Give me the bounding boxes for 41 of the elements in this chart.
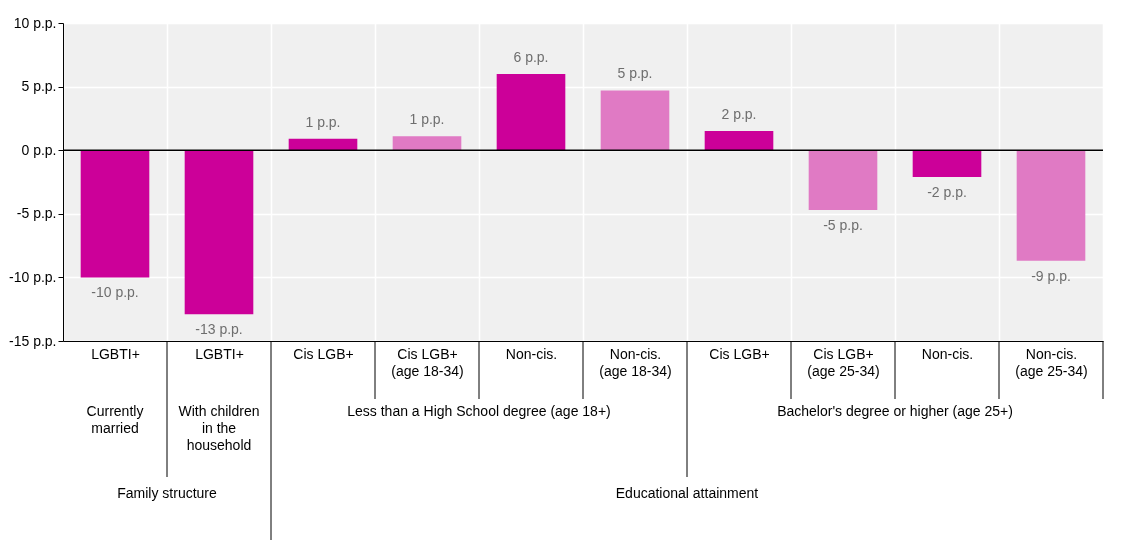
- y-tick-label: 0 p.p.: [21, 141, 57, 158]
- y-tick-label: 5 p.p.: [21, 78, 57, 95]
- x-tick-label: Cis LGB+: [709, 345, 770, 362]
- x-tick-label: Non-cis.: [921, 345, 974, 362]
- data-label: -2 p.p.: [927, 183, 967, 200]
- y-tick-label: -5 p.p.: [16, 205, 57, 222]
- bar: [184, 150, 254, 315]
- text: Currently married: [86, 403, 144, 436]
- data-label: 1 p.p.: [305, 113, 341, 130]
- data-label: 6 p.p.: [513, 48, 549, 65]
- text: Family structure: [117, 485, 217, 501]
- data-label: 2 p.p.: [721, 106, 757, 123]
- bar: [80, 150, 150, 278]
- x-tick-label: Non-cis. (age 18-34): [599, 345, 672, 379]
- data-label: 1 p.p.: [409, 111, 445, 128]
- x-tick-label: Cis LGB+: [293, 345, 354, 362]
- bar: [392, 136, 462, 151]
- x-tick-label: LGBTI+: [91, 345, 140, 362]
- y-tick-label: -15 p.p.: [9, 332, 57, 349]
- x-tick-label: Cis LGB+ (age 25-34): [807, 345, 880, 379]
- bar: [496, 73, 566, 151]
- bar: [808, 150, 878, 210]
- text: Bachelor's degree or higher (age 25+): [777, 403, 1013, 419]
- bar: [704, 131, 774, 151]
- text: With children in the household: [178, 403, 260, 453]
- y-tick-label: 10 p.p.: [13, 14, 57, 31]
- data-label: -13 p.p.: [195, 321, 243, 338]
- x-tick-label: LGBTI+: [195, 345, 244, 362]
- text: Educational attainment: [615, 485, 759, 501]
- bar: [1016, 150, 1086, 261]
- data-label: -9 p.p.: [1031, 267, 1071, 284]
- bar: [600, 90, 670, 151]
- data-label: -10 p.p.: [91, 284, 139, 301]
- data-label: 5 p.p.: [617, 65, 653, 82]
- x-tick-label: Cis LGB+ (age 18-34): [391, 345, 464, 379]
- x-tick-label: Non-cis.: [505, 345, 558, 362]
- text: Less than a High School degree (age 18+): [347, 403, 611, 419]
- data-label: -5 p.p.: [823, 216, 863, 233]
- x-tick-label: Non-cis. (age 25-34): [1015, 345, 1088, 379]
- y-tick-label: -10 p.p.: [9, 268, 57, 285]
- bar: [912, 150, 982, 177]
